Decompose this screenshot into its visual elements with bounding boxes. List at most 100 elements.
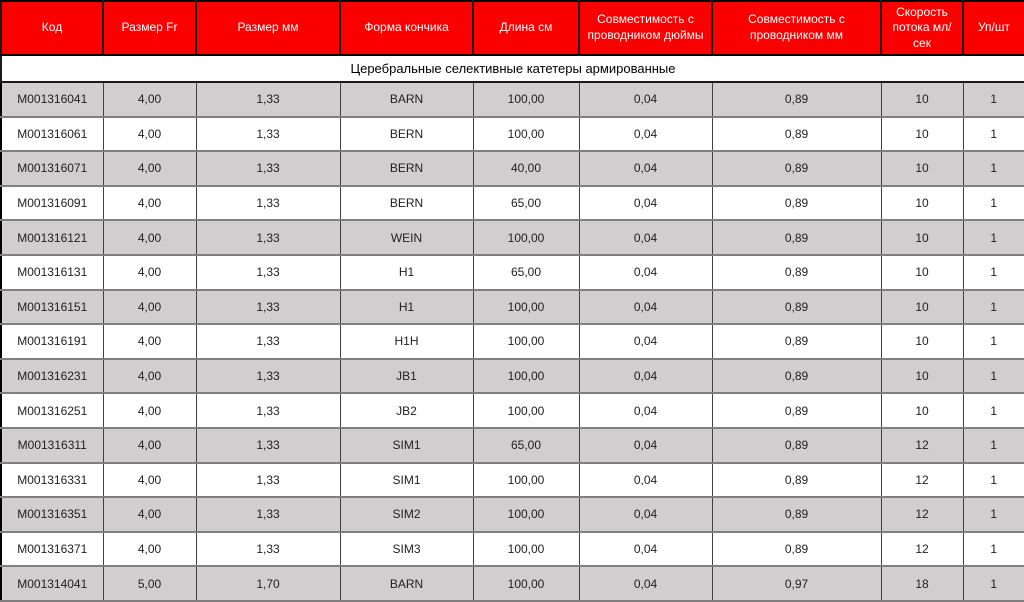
cell-pack-qty: 1 xyxy=(962,219,1024,256)
table-row: M001316371 4,00 1,33 SIM3 100,00 0,04 0,89 12 1 xyxy=(0,530,1024,568)
cell-size-fr: 4,00 xyxy=(102,81,197,118)
cell-length-cm: 40,00 xyxy=(472,150,580,187)
cell-flow-rate: 10 xyxy=(880,288,964,326)
cell-pack-qty: 1 xyxy=(962,426,1024,464)
cell-tip-shape: BERN xyxy=(339,184,474,222)
cell-size-fr: 4,00 xyxy=(102,426,197,464)
cell-size-fr: 4,00 xyxy=(102,530,197,568)
cell-size-fr: 4,00 xyxy=(102,323,197,360)
cell-code: M001316351 xyxy=(0,496,104,533)
cell-pack-qty: 1 xyxy=(962,496,1024,533)
cell-guidewire-inch: 0,04 xyxy=(578,530,713,568)
cell-size-fr: 4,00 xyxy=(102,392,197,429)
cell-length-cm: 65,00 xyxy=(472,184,580,222)
cell-guidewire-inch: 0,04 xyxy=(578,565,713,602)
table-row: M001316251 4,00 1,33 JB2 100,00 0,04 0,89 10 1 xyxy=(0,392,1024,429)
column-header-code: Код xyxy=(0,0,104,56)
cell-flow-rate: 10 xyxy=(880,81,964,118)
cell-size-mm: 1,33 xyxy=(195,115,341,153)
cell-guidewire-mm: 0,89 xyxy=(711,496,882,533)
cell-length-cm: 65,00 xyxy=(472,253,580,291)
column-header-guidewire-mm: Совместимость с проводником мм xyxy=(711,0,882,56)
table-row: M001316121 4,00 1,33 WEIN 100,00 0,04 0,89 10 1 xyxy=(0,219,1024,256)
cell-flow-rate: 10 xyxy=(880,253,964,291)
cell-size-fr: 5,00 xyxy=(102,565,197,602)
cell-flow-rate: 12 xyxy=(880,426,964,464)
cell-tip-shape: JB1 xyxy=(339,357,474,395)
column-header-pack-qty: Уп/шт xyxy=(962,0,1024,56)
cell-guidewire-inch: 0,04 xyxy=(578,461,713,499)
cell-code: M001316041 xyxy=(0,81,104,118)
cell-size-mm: 1,33 xyxy=(195,184,341,222)
table-row: M001316351 4,00 1,33 SIM2 100,00 0,04 0,89 12 1 xyxy=(0,496,1024,533)
cell-size-mm: 1,33 xyxy=(195,81,341,118)
table-row: M001316091 4,00 1,33 BERN 65,00 0,04 0,89 10 1 xyxy=(0,184,1024,222)
cell-guidewire-mm: 0,89 xyxy=(711,219,882,256)
cell-tip-shape: WEIN xyxy=(339,219,474,256)
table-row: M001316041 4,00 1,33 BARN 100,00 0,04 0,89 10 1 xyxy=(0,81,1024,118)
cell-flow-rate: 10 xyxy=(880,323,964,360)
cell-guidewire-mm: 0,89 xyxy=(711,115,882,153)
cell-tip-shape: BARN xyxy=(339,565,474,602)
cell-code: M001316121 xyxy=(0,219,104,256)
cell-size-fr: 4,00 xyxy=(102,496,197,533)
cell-guidewire-inch: 0,04 xyxy=(578,150,713,187)
cell-guidewire-mm: 0,89 xyxy=(711,81,882,118)
cell-guidewire-mm: 0,89 xyxy=(711,392,882,429)
table-row: M001316131 4,00 1,33 H1 65,00 0,04 0,89 10 1 xyxy=(0,253,1024,291)
cell-size-mm: 1,33 xyxy=(195,323,341,360)
cell-code: M001316091 xyxy=(0,184,104,222)
cell-tip-shape: H1H xyxy=(339,323,474,360)
cell-guidewire-mm: 0,89 xyxy=(711,150,882,187)
cell-length-cm: 100,00 xyxy=(472,565,580,602)
cell-guidewire-inch: 0,04 xyxy=(578,184,713,222)
cell-size-mm: 1,33 xyxy=(195,392,341,429)
cell-length-cm: 100,00 xyxy=(472,323,580,360)
cell-tip-shape: H1 xyxy=(339,253,474,291)
cell-size-fr: 4,00 xyxy=(102,357,197,395)
cell-size-fr: 4,00 xyxy=(102,184,197,222)
column-header-guidewire-inch: Совместимость с проводником дюймы xyxy=(578,0,713,56)
cell-flow-rate: 12 xyxy=(880,530,964,568)
cell-length-cm: 100,00 xyxy=(472,392,580,429)
table-row: M001316331 4,00 1,33 SIM1 100,00 0,04 0,89 12 1 xyxy=(0,461,1024,499)
cell-size-mm: 1,70 xyxy=(195,565,341,602)
cell-guidewire-mm: 0,89 xyxy=(711,530,882,568)
cell-flow-rate: 10 xyxy=(880,184,964,222)
cell-size-mm: 1,33 xyxy=(195,253,341,291)
cell-pack-qty: 1 xyxy=(962,530,1024,568)
cell-guidewire-mm: 0,89 xyxy=(711,184,882,222)
cell-code: M001316071 xyxy=(0,150,104,187)
cell-code: M001316231 xyxy=(0,357,104,395)
cell-code: M001316131 xyxy=(0,253,104,291)
cell-size-fr: 4,00 xyxy=(102,150,197,187)
cell-guidewire-inch: 0,04 xyxy=(578,115,713,153)
cell-length-cm: 100,00 xyxy=(472,496,580,533)
cell-tip-shape: BERN xyxy=(339,150,474,187)
cell-guidewire-inch: 0,04 xyxy=(578,81,713,118)
cell-code: M001316251 xyxy=(0,392,104,429)
cell-code: M001314041 xyxy=(0,565,104,602)
cell-guidewire-mm: 0,89 xyxy=(711,461,882,499)
cell-flow-rate: 10 xyxy=(880,357,964,395)
section-row: Церебральные селективные катетеры армиро… xyxy=(0,54,1024,83)
column-header-tip-shape: Форма кончика xyxy=(339,0,474,56)
cell-code: M001316331 xyxy=(0,461,104,499)
cell-flow-rate: 10 xyxy=(880,150,964,187)
cell-size-fr: 4,00 xyxy=(102,253,197,291)
cell-length-cm: 100,00 xyxy=(472,288,580,326)
cell-flow-rate: 12 xyxy=(880,461,964,499)
table-head: Код Размер Fr Размер мм Форма кончика Длина … xyxy=(0,0,1024,56)
cell-length-cm: 100,00 xyxy=(472,219,580,256)
cell-flow-rate: 12 xyxy=(880,496,964,533)
cell-length-cm: 100,00 xyxy=(472,357,580,395)
cell-pack-qty: 1 xyxy=(962,288,1024,326)
cell-tip-shape: H1 xyxy=(339,288,474,326)
cell-guidewire-mm: 0,97 xyxy=(711,565,882,602)
cell-size-mm: 1,33 xyxy=(195,461,341,499)
cell-tip-shape: SIM1 xyxy=(339,426,474,464)
column-header-flow-rate: Скорость потока мл/сек xyxy=(880,0,964,56)
cell-pack-qty: 1 xyxy=(962,461,1024,499)
cell-pack-qty: 1 xyxy=(962,392,1024,429)
